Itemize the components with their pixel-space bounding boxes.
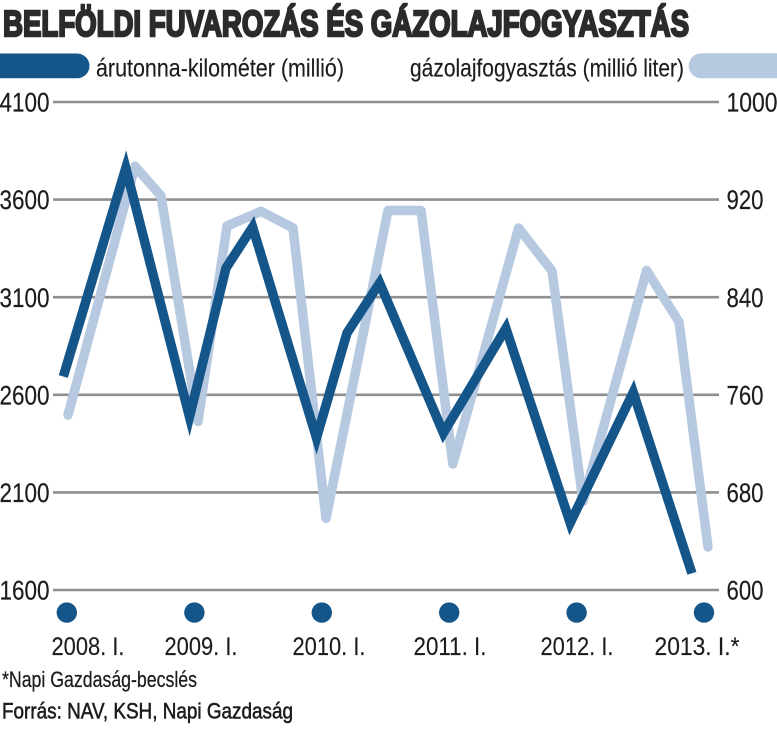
svg-text:2012. I.: 2012. I.	[541, 633, 614, 661]
svg-text:2100: 2100	[0, 478, 50, 508]
svg-text:Forrás: NAV, KSH, Napi Gazdasá: Forrás: NAV, KSH, Napi Gazdaság	[2, 699, 293, 724]
svg-text:BELFÖLDI FUVAROZÁS ÉS GÁZOLAJF: BELFÖLDI FUVAROZÁS ÉS GÁZOLAJFOGYASZTÁS	[3, 3, 689, 44]
svg-text:760: 760	[727, 380, 764, 410]
svg-text:2008. I.: 2008. I.	[52, 633, 125, 661]
svg-text:3600: 3600	[0, 185, 50, 215]
svg-text:920: 920	[727, 185, 764, 215]
svg-text:2010. I.: 2010. I.	[293, 633, 366, 661]
svg-text:680: 680	[727, 478, 764, 508]
svg-text:840: 840	[727, 283, 764, 313]
svg-text:árutonna-kilométer (millió): árutonna-kilométer (millió)	[96, 55, 344, 83]
svg-text:4100: 4100	[0, 88, 50, 118]
svg-text:gázolajfogyasztás (millió lite: gázolajfogyasztás (millió liter)	[410, 55, 684, 83]
svg-text:2013. I.*: 2013. I.*	[655, 633, 740, 661]
svg-text:3100: 3100	[0, 283, 50, 313]
svg-text:1000: 1000	[727, 88, 777, 118]
svg-text:2600: 2600	[0, 380, 50, 410]
svg-text:1600: 1600	[0, 576, 50, 606]
svg-text:*Napi Gazdaság-becslés: *Napi Gazdaság-becslés	[2, 667, 197, 692]
svg-text:2009. I.: 2009. I.	[165, 633, 238, 661]
svg-text:600: 600	[727, 576, 764, 606]
svg-text:2011. I.: 2011. I.	[414, 633, 487, 661]
